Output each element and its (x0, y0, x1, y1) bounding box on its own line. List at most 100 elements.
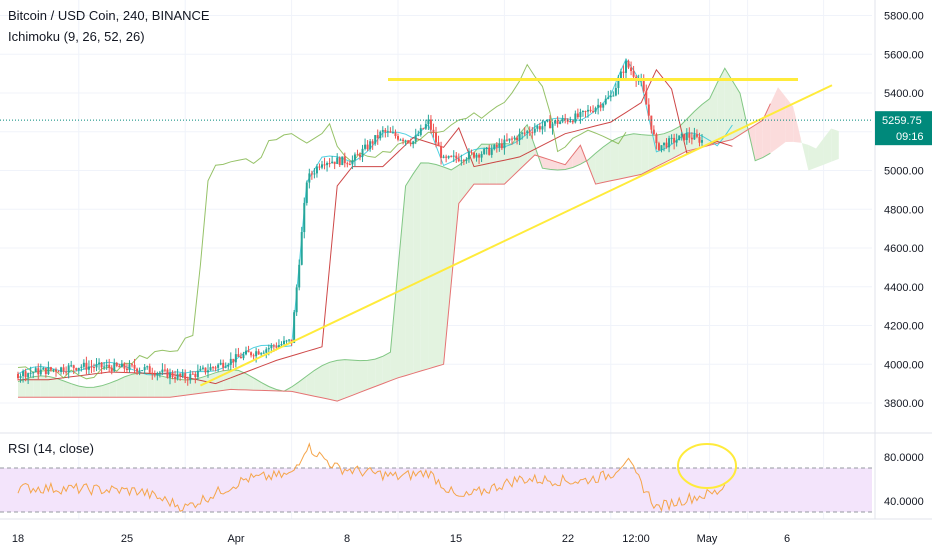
candle-body (133, 365, 136, 369)
indicator-legend-ichimoku[interactable]: Ichimoku (9, 26, 52, 26) (8, 29, 145, 44)
candle-body (467, 151, 470, 160)
cloud-segment (192, 377, 201, 395)
candle-body (381, 129, 384, 132)
candle-body (257, 351, 260, 355)
candle-body (419, 128, 422, 135)
candle-body (333, 161, 336, 165)
candle-body (483, 148, 486, 154)
candle-body (690, 137, 693, 140)
candle-body (219, 362, 222, 365)
candle-body (212, 367, 215, 369)
candle-body (516, 137, 519, 141)
candle-body (523, 132, 526, 134)
rsi-pane (0, 432, 932, 513)
candle-body (627, 61, 630, 68)
cloud-segment (816, 138, 824, 168)
candle-body (55, 369, 57, 372)
candle-body (645, 91, 648, 105)
candle-body (272, 345, 275, 347)
candle-body (32, 372, 35, 374)
candle-body (321, 164, 323, 168)
candle-body (100, 362, 103, 368)
axis-corner (875, 520, 932, 550)
cloud-segment (496, 143, 505, 185)
candle-body (181, 373, 184, 376)
candle-body (364, 144, 367, 149)
cloud-segment (527, 124, 535, 163)
rsi-annotation-circle (677, 443, 737, 489)
candle-body (505, 139, 508, 141)
candle-body (303, 202, 306, 233)
candle-body (366, 144, 369, 150)
cloud-segment (565, 155, 573, 170)
candle-body (576, 113, 579, 118)
cloud-segment (800, 138, 809, 171)
candle-body (85, 362, 88, 370)
candle-body (688, 133, 691, 138)
candle-body (169, 372, 171, 378)
candle-body (678, 135, 681, 141)
candle-body (554, 120, 557, 124)
candle-body (323, 164, 326, 166)
candle-body (647, 104, 650, 116)
candle-body (422, 128, 425, 130)
candle-body (351, 160, 354, 165)
candle-body (480, 153, 483, 158)
cloud-segment (101, 383, 110, 398)
cloud-segment (154, 374, 163, 398)
candle-body (478, 154, 481, 158)
cloud-segment (489, 143, 497, 185)
candle-body (174, 377, 177, 379)
candle-body (500, 143, 503, 149)
candle-body (490, 149, 493, 155)
candle-body (305, 182, 308, 203)
cloud-segment (709, 82, 718, 146)
candle-body (75, 368, 78, 371)
cloud-segment (139, 373, 148, 398)
candle-body (701, 140, 703, 143)
candle-body (341, 156, 344, 166)
candle-body (310, 173, 313, 175)
candle-body (108, 364, 111, 368)
cloud-segment (109, 380, 117, 398)
cloud-segment (238, 370, 246, 390)
cloud-segment (732, 80, 740, 140)
chart-title: Bitcoin / USD Coin, 240, BINANCE (8, 8, 210, 23)
candle-body (442, 156, 445, 158)
candle-body (125, 368, 128, 371)
candle-body (113, 363, 116, 372)
cloud-segment (48, 376, 56, 398)
candle-body (427, 119, 430, 125)
candle-body (589, 109, 592, 112)
candle-body (98, 362, 101, 365)
candle-body (17, 373, 19, 379)
current-price-label: 5259.75 (882, 115, 922, 127)
cloud-segment (78, 386, 87, 398)
candle-body (693, 134, 696, 140)
candle-body (538, 126, 541, 130)
candle-body (252, 355, 255, 357)
candle-body (660, 145, 663, 151)
cloud-segment (474, 144, 482, 185)
candle-body (194, 373, 197, 378)
cloud-segment (132, 373, 140, 398)
candle-body (37, 368, 40, 375)
candle-body (675, 140, 678, 143)
price-tick-label: 5000.00 (884, 166, 924, 178)
candle-body (105, 364, 108, 367)
indicator-legend-rsi[interactable]: RSI (14, close) (8, 441, 94, 456)
candle-body (93, 366, 95, 368)
candle-body (338, 157, 341, 166)
candle-body (47, 367, 50, 375)
cloud-segment (63, 380, 72, 398)
candle-body (394, 132, 397, 137)
candle-body (602, 103, 605, 108)
candle-body (698, 136, 701, 143)
cloud-segment (86, 387, 94, 398)
price-tick-label: 5400.00 (884, 88, 924, 100)
cloud-segment (550, 159, 558, 171)
candle-body (209, 367, 212, 371)
cloud-segment (382, 352, 391, 384)
time-tick-label: Apr (227, 533, 244, 545)
